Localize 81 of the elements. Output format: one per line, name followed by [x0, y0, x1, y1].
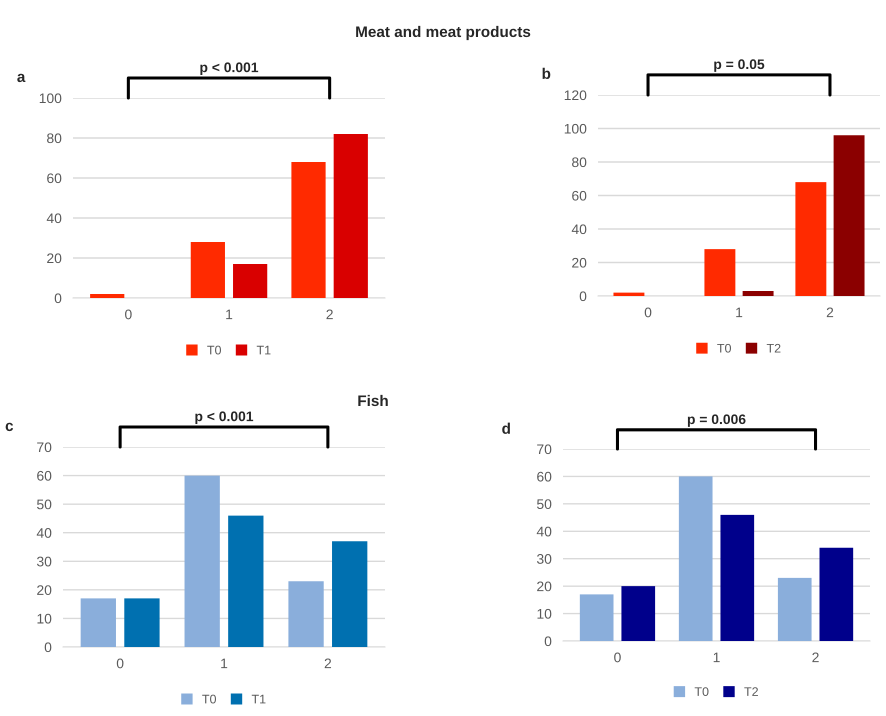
bar — [332, 541, 368, 647]
bar — [720, 514, 754, 641]
bar — [795, 182, 826, 296]
bar — [613, 292, 644, 296]
text: a — [17, 74, 26, 82]
y-tick-label: 30 — [36, 556, 52, 566]
y-tick-label: 60 — [47, 173, 62, 184]
legend-label: T0 — [207, 346, 222, 354]
bar — [834, 135, 865, 296]
x-tick-label: 0 — [125, 309, 132, 320]
y-tick-label: 120 — [564, 90, 586, 100]
bar — [80, 598, 116, 647]
y-tick-label: 30 — [536, 554, 552, 564]
text: b — [542, 68, 550, 79]
legend-label: T0 — [202, 694, 216, 704]
bar — [124, 598, 160, 647]
y-tick-label: 0 — [544, 636, 552, 646]
y-tick-label: 10 — [38, 614, 52, 624]
bar — [778, 578, 812, 641]
legend-label: T0 — [694, 687, 709, 696]
bar — [228, 516, 264, 647]
x-tick-label: 2 — [826, 307, 834, 318]
y-tick-label: 70 — [537, 444, 552, 454]
y-tick-label: 60 — [537, 472, 552, 482]
y-tick-label: 0 — [54, 293, 62, 304]
legend-label: T1 — [252, 694, 266, 704]
y-tick-label: 80 — [572, 157, 586, 168]
y-tick-label: 40 — [572, 224, 586, 234]
y-tick-label: 50 — [536, 499, 552, 510]
y-tick-label: 0 — [44, 642, 52, 652]
x-tick-label: 1 — [714, 652, 720, 662]
bar — [90, 294, 124, 298]
bar — [580, 594, 614, 641]
x-tick-label: 0 — [116, 658, 124, 668]
legend-label: T1 — [256, 346, 270, 354]
x-tick-label: 1 — [226, 310, 232, 320]
x-tick-label: 0 — [644, 307, 652, 318]
y-tick-label: 20 — [47, 253, 62, 264]
legend-label: T2 — [766, 344, 780, 353]
y-tick-label: 60 — [37, 470, 52, 481]
bar — [742, 290, 774, 296]
y-tick-label: 80 — [47, 133, 62, 144]
chart-title: Fish — [358, 394, 388, 406]
bar — [184, 476, 220, 647]
text: d — [502, 422, 510, 434]
text: p = 0.05 — [714, 59, 764, 72]
x-tick-label: 1 — [221, 658, 228, 668]
bar — [334, 134, 368, 298]
bar — [819, 548, 854, 641]
legend-label: T2 — [744, 687, 758, 696]
y-tick-label: 60 — [572, 190, 586, 201]
y-tick-label: 50 — [36, 499, 52, 510]
y-tick-label: 20 — [572, 258, 586, 268]
y-tick-label: 10 — [538, 608, 552, 619]
y-tick-label: 40 — [536, 526, 552, 536]
bar — [288, 581, 324, 647]
x-tick-label: 1 — [736, 308, 742, 318]
bar — [678, 476, 713, 641]
text: c — [6, 422, 14, 432]
y-tick-label: 40 — [46, 213, 62, 224]
legend-label: T0 — [717, 344, 732, 353]
bar — [233, 264, 268, 298]
bar — [621, 586, 656, 641]
text: p < 0.001 — [200, 62, 258, 75]
y-tick-label: 20 — [37, 585, 52, 596]
bar — [190, 242, 225, 298]
x-tick-label: 0 — [614, 652, 621, 662]
text: p < 0.001 — [195, 411, 254, 424]
y-tick-label: 100 — [564, 124, 586, 134]
y-tick-label: 0 — [580, 291, 586, 302]
y-tick-label: 70 — [37, 442, 52, 452]
y-tick-label: 40 — [36, 528, 52, 538]
y-tick-label: 100 — [40, 93, 62, 104]
bar — [704, 249, 736, 296]
text: p = 0.006 — [688, 414, 746, 427]
text: Meat and meat products — [356, 26, 530, 40]
bar — [291, 162, 326, 298]
x-tick-label: 2 — [812, 652, 819, 662]
y-tick-label: 20 — [537, 581, 552, 592]
x-tick-label: 2 — [326, 309, 333, 320]
x-tick-label: 2 — [324, 658, 332, 668]
